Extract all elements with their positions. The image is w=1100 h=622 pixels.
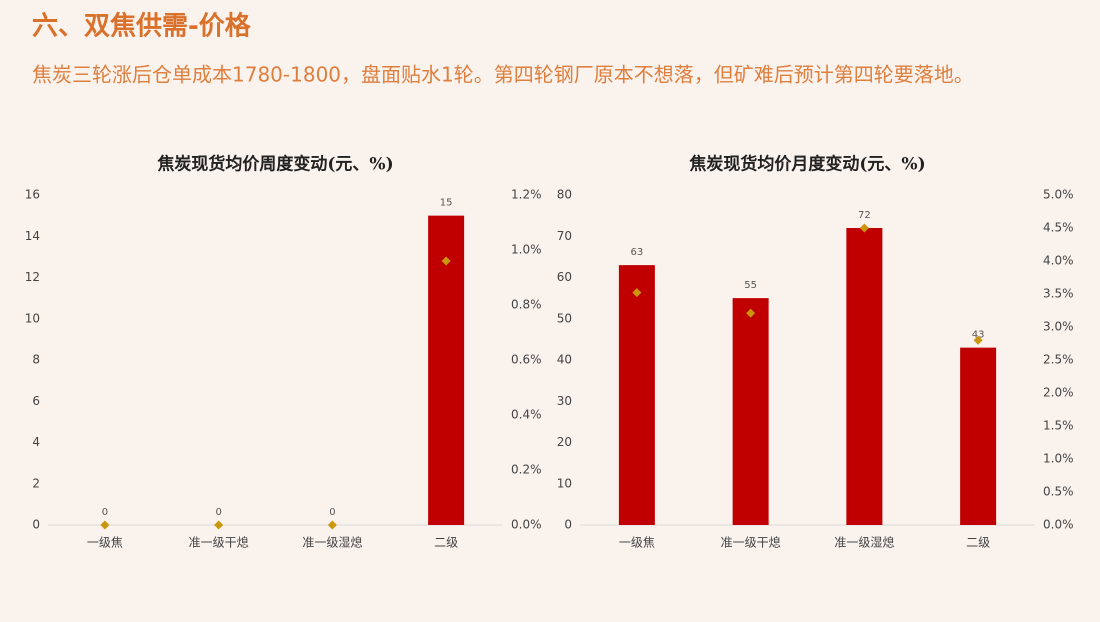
y-tick-label: 80	[557, 188, 572, 202]
x-tick-label: 二级	[966, 536, 990, 550]
value-label: 15	[440, 198, 453, 209]
diamond-marker	[973, 335, 983, 345]
y2-tick-label: 3.0%	[1043, 320, 1074, 334]
chart-title: 焦炭现货均价周度变动(元、%)	[156, 154, 393, 175]
diamond-marker	[746, 308, 756, 318]
diamond-marker	[632, 288, 642, 298]
x-tick-label: 准一级湿熄	[834, 535, 894, 550]
y-tick-label: 0	[32, 518, 40, 532]
y-tick-label: 50	[557, 311, 572, 325]
x-tick-label: 准一级干熄	[189, 536, 249, 550]
slide-title: 六、双焦供需-价格	[32, 11, 252, 42]
y-tick-label: 14	[25, 229, 40, 243]
x-tick-label: 一级焦	[619, 536, 655, 550]
y2-tick-label: 2.5%	[1043, 353, 1074, 367]
chart-title: 焦炭现货均价月度变动(元、%)	[688, 154, 925, 175]
y2-tick-label: 0.5%	[1043, 485, 1074, 499]
x-tick-label: 一级焦	[87, 536, 123, 550]
y2-tick-label: 1.0%	[511, 243, 542, 257]
value-label: 0	[215, 507, 221, 518]
y-tick-label: 20	[557, 435, 572, 449]
y2-tick-label: 1.5%	[1043, 419, 1074, 433]
y-tick-label: 12	[25, 270, 40, 284]
y-tick-label: 2	[32, 476, 40, 490]
diamond-marker	[859, 223, 869, 233]
y-tick-label: 70	[557, 229, 572, 243]
x-tick-label: 准一级湿熄	[302, 535, 362, 550]
y2-tick-label: 0.2%	[511, 463, 542, 477]
y2-tick-label: 0.0%	[511, 518, 542, 532]
y-tick-label: 8	[32, 353, 40, 367]
bar	[960, 347, 997, 525]
value-label: 63	[631, 247, 644, 258]
y-tick-label: 6	[32, 394, 40, 408]
y-tick-label: 10	[25, 311, 40, 325]
value-label: 72	[858, 210, 871, 221]
y2-tick-label: 0.6%	[511, 353, 542, 367]
y2-tick-label: 0.4%	[511, 408, 542, 422]
slide-subtitle: 焦炭三轮涨后仓单成本1780-1800，盘面贴水1轮。第四轮钢厂原本不想落，但矿…	[32, 63, 974, 87]
diamond-marker	[214, 520, 224, 530]
bar	[428, 215, 465, 525]
bar	[846, 228, 883, 525]
bar	[618, 265, 655, 525]
y-tick-label: 4	[32, 435, 40, 449]
y-tick-label: 60	[557, 270, 572, 284]
diamond-marker	[441, 256, 451, 266]
diamond-marker	[327, 520, 337, 530]
y2-tick-label: 1.2%	[511, 188, 542, 202]
y-tick-label: 40	[557, 353, 572, 367]
y-tick-label: 0	[564, 518, 572, 532]
value-label: 55	[744, 280, 757, 291]
y2-tick-label: 5.0%	[1043, 188, 1074, 202]
value-label: 43	[972, 330, 985, 341]
x-tick-label: 二级	[434, 536, 458, 550]
y2-tick-label: 3.5%	[1043, 287, 1074, 301]
y-tick-label: 10	[557, 476, 572, 490]
y2-tick-label: 4.0%	[1043, 254, 1074, 268]
value-label: 0	[102, 507, 108, 518]
y2-tick-label: 0.0%	[1043, 518, 1074, 532]
y2-tick-label: 0.8%	[511, 298, 542, 312]
x-tick-label: 准一级干熄	[721, 536, 781, 550]
value-label: 0	[329, 507, 335, 518]
y2-tick-label: 2.0%	[1043, 386, 1074, 400]
diamond-marker	[100, 520, 110, 530]
y-tick-label: 30	[557, 394, 572, 408]
y2-tick-label: 4.5%	[1043, 221, 1074, 235]
y2-tick-label: 1.0%	[1043, 452, 1074, 466]
y-tick-label: 16	[25, 188, 40, 202]
bar	[732, 298, 769, 525]
